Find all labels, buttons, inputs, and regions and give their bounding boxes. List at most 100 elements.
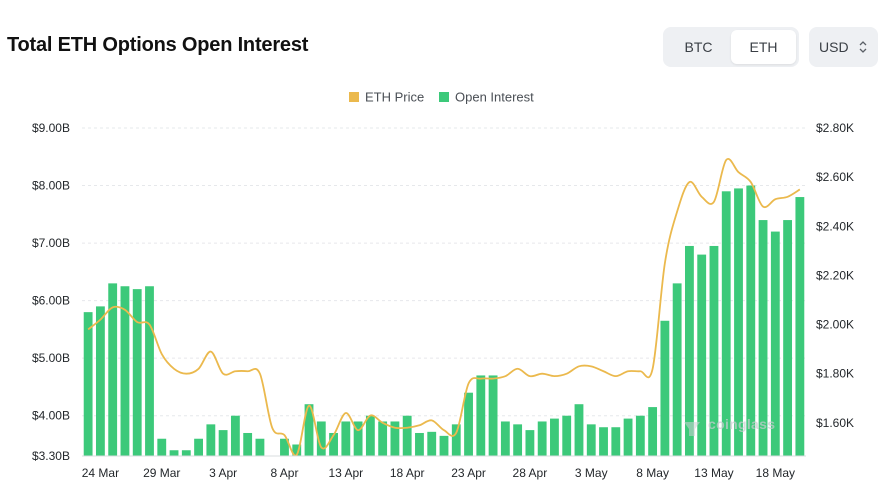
oi-bar <box>145 286 154 456</box>
y-left-tick-label: $3.30B <box>32 449 70 463</box>
oi-bar <box>181 450 191 456</box>
coinglass-logo-icon <box>684 422 700 436</box>
oi-bar <box>243 432 253 456</box>
oi-bar <box>120 286 130 456</box>
oi-bar <box>255 438 265 456</box>
oi-bar <box>721 191 731 456</box>
oi-bar <box>586 424 596 456</box>
oi-bar <box>734 188 743 456</box>
oi-bar <box>770 231 780 456</box>
oi-bar <box>476 375 486 456</box>
x-tick-label: 8 Apr <box>270 466 298 480</box>
x-tick-label: 3 Apr <box>209 466 237 480</box>
oi-bar <box>660 320 670 456</box>
oi-bar <box>709 245 719 456</box>
oi-bar <box>304 404 314 456</box>
oi-bar <box>513 424 523 456</box>
oi-bar <box>157 438 167 456</box>
y-left-tick-label: $4.00B <box>32 409 70 423</box>
oi-bar <box>169 450 179 456</box>
oi-bar <box>599 427 608 456</box>
tab-eth[interactable]: ETH <box>731 30 796 64</box>
oi-bar <box>316 421 326 456</box>
grid-lines <box>82 127 806 417</box>
oi-bar <box>611 427 621 456</box>
x-tick-label: 29 Mar <box>143 466 180 480</box>
oi-bar <box>415 432 424 456</box>
x-tick-label: 18 May <box>756 466 795 480</box>
oi-bar <box>218 430 228 456</box>
oi-bar <box>378 421 388 456</box>
oi-bar <box>635 415 645 456</box>
y-left-tick-label: $6.00B <box>32 294 70 308</box>
price-line <box>87 158 801 457</box>
oi-bar <box>341 421 351 456</box>
page-title: Total ETH Options Open Interest <box>7 34 309 56</box>
oi-bar <box>562 415 572 456</box>
legend: ETH Price Open Interest <box>349 90 534 105</box>
oi-bar <box>353 421 363 456</box>
chevron-updown-icon <box>859 41 867 53</box>
oi-bar <box>194 438 203 456</box>
tab-btc[interactable]: BTC <box>684 39 713 55</box>
y-right-tick-label: $2.60K <box>816 170 854 184</box>
oi-bar <box>795 197 805 457</box>
oi-bar <box>648 407 658 456</box>
oi-bar <box>439 435 449 456</box>
watermark: coinglass <box>708 416 776 432</box>
oi-bar <box>390 421 400 456</box>
y-left-tick-label: $8.00B <box>32 179 70 193</box>
oi-bar <box>329 432 338 456</box>
oi-bar <box>464 392 473 456</box>
x-tick-label: 3 May <box>575 466 608 480</box>
eth-price-line <box>87 158 801 457</box>
x-tick-label: 23 Apr <box>451 466 486 480</box>
oi-bar <box>365 415 375 456</box>
y-right-tick-label: $2.40K <box>816 219 854 233</box>
x-tick-label: 24 Mar <box>82 466 119 480</box>
y-left-tick-label: $5.00B <box>32 351 70 365</box>
oi-bar <box>230 415 240 456</box>
legend-swatch-price <box>349 92 359 102</box>
oi-bar <box>206 424 216 456</box>
y-right-tick-label: $1.60K <box>816 416 854 430</box>
y-right-tick-label: $2.00K <box>816 318 854 332</box>
oi-bar <box>623 418 633 456</box>
oi-bar <box>402 415 412 456</box>
x-tick-label: 13 Apr <box>328 466 363 480</box>
currency-value: USD <box>819 39 849 55</box>
oi-bar <box>672 283 682 456</box>
x-tick-label: 18 Apr <box>390 466 425 480</box>
oi-bar <box>292 444 302 456</box>
oi-bar <box>280 438 289 456</box>
currency-select[interactable]: USD <box>809 27 878 67</box>
oi-bar <box>427 431 437 456</box>
axes: $9.00B $8.00B $7.00B $6.00B $5.00B $4.00B $3.3… <box>32 121 854 480</box>
oi-bars <box>83 185 805 457</box>
oi-bar <box>697 254 707 456</box>
oi-bar <box>685 245 694 456</box>
y-right-tick-label: $1.80K <box>816 367 854 381</box>
legend-swatch-oi <box>439 92 449 102</box>
legend-label-price[interactable]: ETH Price <box>365 90 424 105</box>
oi-bar <box>746 185 756 456</box>
x-tick-label: 8 May <box>636 466 669 480</box>
y-right-tick-label: $2.20K <box>816 268 854 282</box>
x-tick-label: 28 Apr <box>513 466 548 480</box>
y-left-tick-label: $7.00B <box>32 236 70 250</box>
oi-bar <box>550 418 559 456</box>
oi-bar <box>783 220 793 456</box>
oi-bar <box>488 375 498 456</box>
asset-toggle: BTC ETH <box>663 27 799 67</box>
legend-label-oi[interactable]: Open Interest <box>455 90 534 105</box>
oi-bar <box>758 220 768 456</box>
oi-bar <box>95 306 105 456</box>
oi-bar <box>451 424 461 456</box>
oi-bar <box>574 404 584 456</box>
oi-bar <box>108 283 118 456</box>
oi-bar <box>83 312 93 456</box>
x-tick-label: 13 May <box>694 466 733 480</box>
oi-bar <box>525 430 535 456</box>
oi-bar <box>537 421 547 456</box>
